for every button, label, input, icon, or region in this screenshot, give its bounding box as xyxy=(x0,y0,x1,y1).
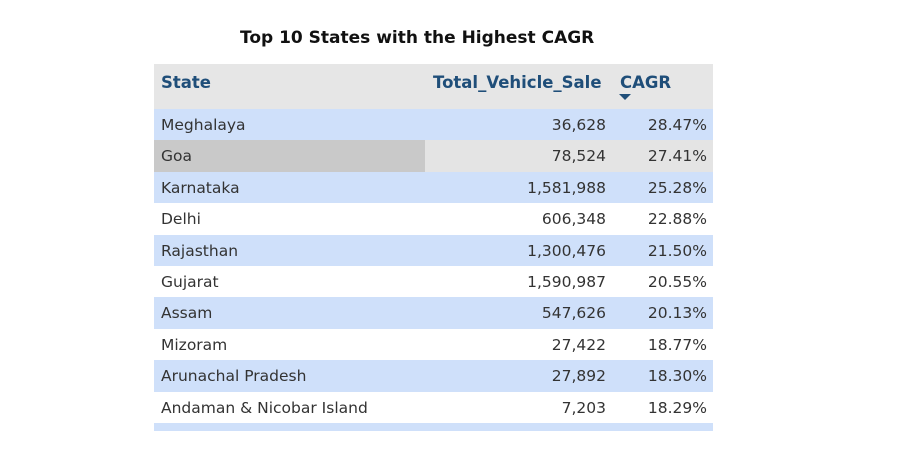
cell-total-vehicle-sale: 547,626 xyxy=(541,304,606,323)
table-footer xyxy=(154,422,713,431)
table-row[interactable]: Gujarat 1,590,987 20.55% xyxy=(154,265,713,298)
cell-cagr: 18.29% xyxy=(647,398,707,417)
column-header-cagr[interactable]: CAGR xyxy=(620,73,672,92)
column-header-state[interactable]: State xyxy=(161,73,211,92)
cell-total-vehicle-sale: 36,628 xyxy=(551,116,606,134)
table-row[interactable]: Andaman & Nicobar Island 7,203 18.29% xyxy=(154,391,713,423)
cell-total-vehicle-sale: 27,892 xyxy=(551,367,606,386)
table-row[interactable]: Karnataka 1,581,988 25.28% xyxy=(154,171,713,204)
sort-descending-icon xyxy=(619,94,631,100)
cell-state: Karnataka xyxy=(161,178,240,197)
table-row[interactable]: Meghalaya 36,628 28.47% xyxy=(154,109,713,141)
cell-cagr: 21.50% xyxy=(647,241,707,260)
table-row[interactable]: Goa 78,524 27.41% xyxy=(154,140,713,172)
cell-cagr: 28.47% xyxy=(647,116,707,134)
cell-state: Arunachal Pradesh xyxy=(161,367,307,386)
table-header: State Total_Vehicle_Sale CAGR xyxy=(154,64,713,109)
table-row[interactable]: Arunachal Pradesh 27,892 18.30% xyxy=(154,360,713,392)
cell-cagr: 18.77% xyxy=(647,335,707,354)
cell-state: Goa xyxy=(161,147,192,166)
table-row[interactable]: Mizoram 27,422 18.77% xyxy=(154,328,713,361)
cell-state: Andaman & Nicobar Island xyxy=(161,398,368,417)
cell-state: Meghalaya xyxy=(161,116,246,134)
cell-total-vehicle-sale: 1,581,988 xyxy=(527,178,606,197)
cell-total-vehicle-sale: 78,524 xyxy=(551,147,606,166)
cell-state: Gujarat xyxy=(161,272,219,291)
cell-state: Mizoram xyxy=(161,335,228,354)
cell-state: Rajasthan xyxy=(161,241,239,260)
table-row[interactable]: Delhi 606,348 22.88% xyxy=(154,203,713,235)
cell-total-vehicle-sale: 7,203 xyxy=(561,398,606,417)
cell-cagr: 22.88% xyxy=(647,210,707,229)
highlighted-cell xyxy=(154,140,425,172)
table-row[interactable]: Rajasthan 1,300,476 21.50% xyxy=(154,234,713,266)
cell-cagr: 18.30% xyxy=(647,367,707,386)
column-header-total-vehicle-sale[interactable]: Total_Vehicle_Sale xyxy=(433,73,602,92)
cell-total-vehicle-sale: 1,590,987 xyxy=(527,272,606,291)
cell-cagr: 20.55% xyxy=(647,272,707,291)
cell-state: Delhi xyxy=(161,210,201,229)
table-row[interactable]: Assam 547,626 20.13% xyxy=(154,297,713,329)
cell-cagr: 27.41% xyxy=(647,147,707,166)
cell-cagr: 20.13% xyxy=(647,304,707,323)
cell-total-vehicle-sale: 27,422 xyxy=(551,335,606,354)
cell-cagr: 25.28% xyxy=(647,178,707,197)
cell-total-vehicle-sale: 606,348 xyxy=(541,210,606,229)
data-table: State Total_Vehicle_Sale CAGR Meghalaya 3… xyxy=(154,64,713,431)
table-body: Meghalaya 36,628 28.47% Goa 78,524 27.41% Karn… xyxy=(154,109,713,423)
cell-total-vehicle-sale: 1,300,476 xyxy=(527,241,606,260)
cell-state: Assam xyxy=(161,304,213,323)
table-title: Top 10 States with the Highest CAGR xyxy=(240,28,595,48)
